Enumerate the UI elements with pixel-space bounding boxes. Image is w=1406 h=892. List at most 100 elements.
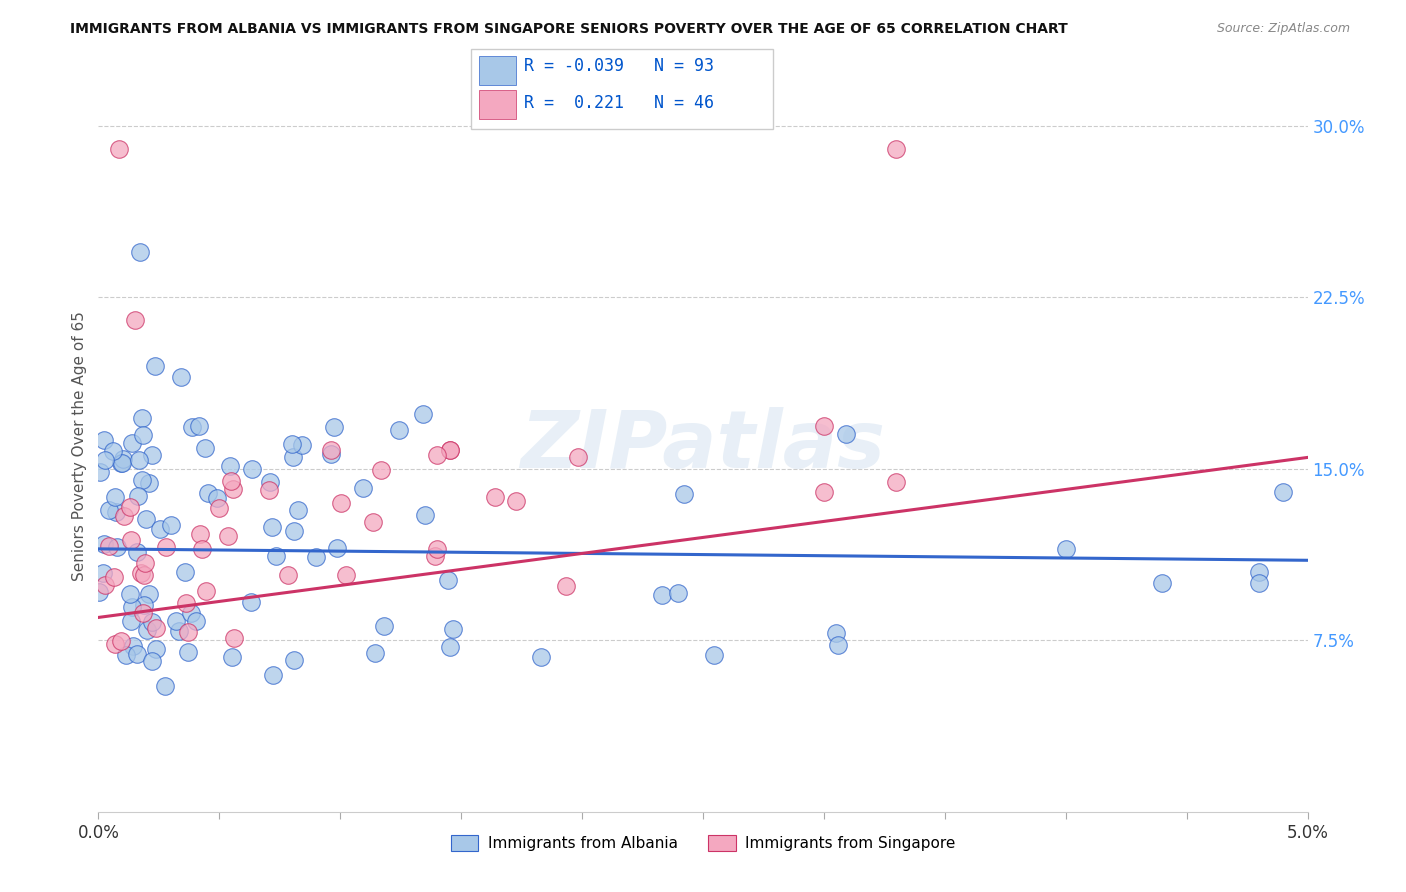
Point <box>118 500 141 515</box>
Point <box>173 566 195 580</box>
Point <box>554 579 576 593</box>
Point <box>222 482 245 496</box>
Point <box>121 614 143 628</box>
Point <box>134 511 156 525</box>
Point <box>1249 565 1271 579</box>
Point <box>352 481 374 495</box>
Point <box>174 597 197 611</box>
Point <box>283 653 305 667</box>
Point <box>180 607 202 621</box>
Point <box>257 483 280 497</box>
Point <box>423 549 446 563</box>
Point <box>132 606 155 620</box>
Point <box>129 244 152 259</box>
Point <box>364 646 387 660</box>
Point <box>281 450 304 464</box>
Point <box>835 427 858 442</box>
Point <box>167 624 190 638</box>
Point <box>87 585 110 599</box>
Point <box>141 448 163 462</box>
Point <box>439 640 461 655</box>
Point <box>441 623 464 637</box>
Point <box>484 491 506 505</box>
Point <box>112 508 135 523</box>
Point <box>93 536 115 550</box>
Point <box>97 503 120 517</box>
Point <box>93 433 115 447</box>
Point <box>121 435 143 450</box>
Point <box>104 505 127 519</box>
Point <box>305 550 328 565</box>
Point <box>666 586 689 600</box>
Point <box>127 489 149 503</box>
Text: R = -0.039   N = 93: R = -0.039 N = 93 <box>524 57 714 75</box>
Point <box>672 487 695 501</box>
Point <box>165 614 187 628</box>
Point <box>363 515 385 529</box>
Point <box>505 494 527 508</box>
Point <box>205 491 228 505</box>
Point <box>132 427 155 442</box>
Point <box>326 541 349 555</box>
Point <box>287 503 309 517</box>
Point <box>219 475 242 489</box>
Point <box>825 625 848 640</box>
Point <box>129 566 152 580</box>
Point <box>128 453 150 467</box>
Point <box>703 648 725 663</box>
Point <box>439 442 461 457</box>
Point <box>122 639 145 653</box>
Point <box>93 578 115 592</box>
Point <box>827 638 849 652</box>
Point <box>94 453 117 467</box>
Point <box>426 448 449 462</box>
Point <box>335 568 357 582</box>
Point <box>208 501 231 516</box>
Point <box>439 442 461 457</box>
Point <box>651 588 673 602</box>
Point <box>277 567 299 582</box>
Point <box>124 313 146 327</box>
Point <box>114 648 136 662</box>
Point <box>108 142 131 156</box>
Text: R =  0.221   N = 46: R = 0.221 N = 46 <box>524 94 714 112</box>
Point <box>131 411 153 425</box>
Point <box>388 423 411 437</box>
Point <box>110 456 132 470</box>
Point <box>186 614 208 628</box>
Point <box>177 625 200 640</box>
Point <box>264 549 287 563</box>
Point <box>127 647 149 661</box>
Point <box>530 650 553 665</box>
Point <box>138 475 160 490</box>
Point <box>1272 484 1295 499</box>
Point <box>813 484 835 499</box>
Text: ZIPatlas: ZIPatlas <box>520 407 886 485</box>
Point <box>103 570 125 584</box>
Point <box>110 633 132 648</box>
Point <box>136 623 159 637</box>
Point <box>195 584 218 599</box>
Point <box>1152 576 1174 591</box>
Point <box>194 441 217 455</box>
Point <box>191 542 214 557</box>
Point <box>93 566 115 581</box>
Point <box>291 438 314 452</box>
Point <box>1249 576 1271 591</box>
Point <box>143 359 166 373</box>
Point <box>141 654 163 668</box>
Point <box>370 463 392 477</box>
Point <box>217 529 239 543</box>
Point <box>180 420 202 434</box>
Point <box>111 456 134 470</box>
Point <box>120 533 142 548</box>
Point <box>886 475 908 490</box>
Point <box>321 447 343 461</box>
Point <box>141 615 163 629</box>
Point <box>322 419 344 434</box>
Point <box>153 679 176 693</box>
Point <box>281 436 304 450</box>
Point <box>437 573 460 587</box>
Point <box>242 462 264 476</box>
Point <box>101 443 124 458</box>
